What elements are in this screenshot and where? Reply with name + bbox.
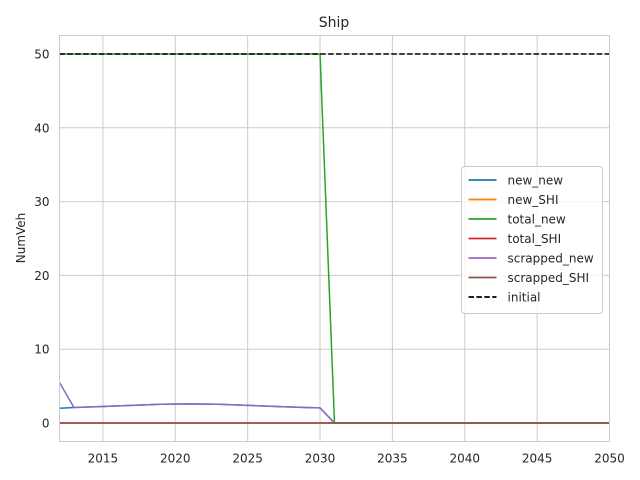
y-tick-label: 30 xyxy=(34,195,49,209)
y-tick-label: 0 xyxy=(42,417,50,431)
x-tick-label: 2020 xyxy=(160,452,191,466)
legend-label: total_new xyxy=(508,213,566,227)
legend-box xyxy=(461,166,603,314)
tick-labels: 2015 2020 2025 2030 2035 2040 2045 205001020304… xyxy=(34,47,625,465)
y-tick-label: 50 xyxy=(34,47,49,61)
chart-title: Ship xyxy=(319,15,350,31)
x-tick-label: 2035 xyxy=(377,452,408,466)
legend-label: new_SHI xyxy=(508,193,559,207)
legend: new_new new_SHI total_new total_SHI scrapped… xyxy=(461,166,603,314)
legend-label: initial xyxy=(508,291,541,305)
legend-label: scrapped_SHI xyxy=(508,271,590,285)
y-tick-label: 10 xyxy=(34,343,49,357)
x-tick-label: 2040 xyxy=(449,452,480,466)
y-tick-label: 20 xyxy=(34,269,49,283)
x-tick-label: 2015 xyxy=(88,452,119,466)
x-tick-label: 2045 xyxy=(522,452,553,466)
legend-label: new_new xyxy=(508,174,564,188)
series-line-scrapped-new xyxy=(59,382,610,424)
series-layer xyxy=(59,53,610,424)
x-tick-label: 2025 xyxy=(232,452,263,466)
x-tick-label: 2050 xyxy=(594,452,625,466)
x-tick-label: 2030 xyxy=(305,452,336,466)
legend-label: total_SHI xyxy=(508,232,562,246)
legend-label: scrapped_new xyxy=(508,252,594,266)
y-axis-label: NumVeh xyxy=(14,213,28,264)
y-tick-label: 40 xyxy=(34,121,49,135)
plot-frame xyxy=(59,35,610,442)
